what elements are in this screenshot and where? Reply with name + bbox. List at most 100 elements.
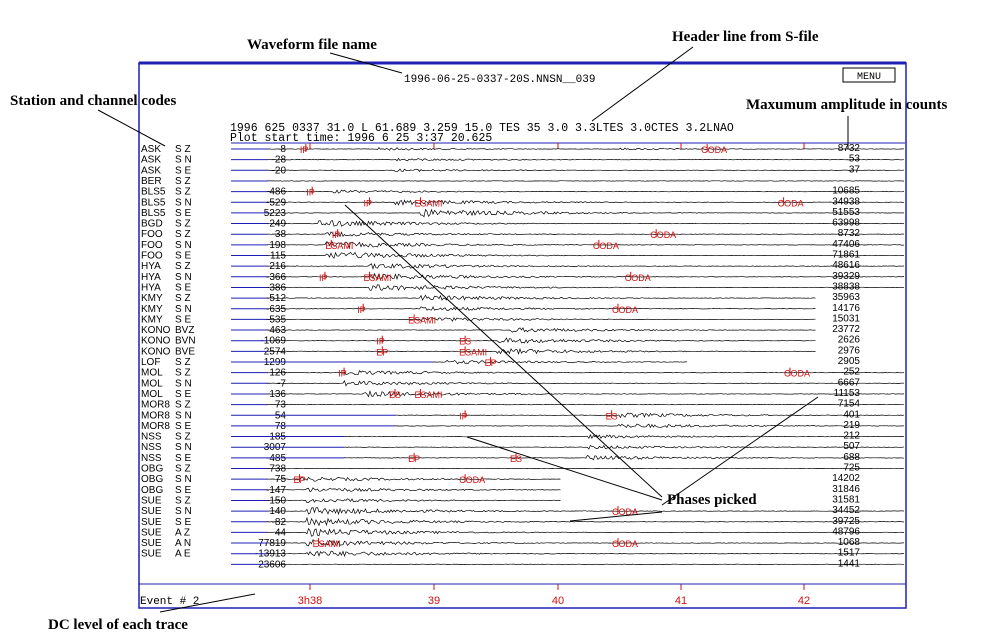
max-amplitude: 14176: [832, 303, 860, 314]
channel-code: S E: [175, 453, 191, 464]
waveform: [267, 168, 905, 173]
phase-pick-label[interactable]: CODA: [701, 145, 727, 155]
waveform: [267, 516, 904, 527]
waveform: [267, 241, 904, 249]
dc-level: -529: [266, 197, 286, 208]
phase-pick-label[interactable]: ES: [606, 411, 618, 421]
channel-code: S N: [175, 272, 192, 283]
phase-pick-label[interactable]: IP: [338, 369, 347, 379]
station-code: ASK: [141, 165, 161, 176]
channel-code: S Z: [175, 368, 191, 379]
trace-row: SUE S E -82 39725: [141, 516, 904, 528]
trace-row: FOO S N 198 47406 ESAMI CODA: [141, 239, 904, 251]
phase-pick-label[interactable]: EP: [376, 347, 388, 357]
dc-level: -486: [266, 187, 286, 198]
station-code: NSS: [141, 442, 162, 453]
trace-row: MOL S N -7 6667: [141, 377, 905, 389]
dc-level: -82: [272, 517, 287, 528]
phase-pick-label[interactable]: IP: [376, 337, 385, 347]
phase-pick-label[interactable]: IP: [364, 198, 373, 208]
waveform: [267, 220, 905, 227]
phase-pick-label[interactable]: CODA: [593, 241, 619, 251]
trace-row: MOL S E 136 11153 ES ESAMI: [141, 388, 905, 400]
channel-code: S Z: [175, 464, 191, 475]
phase-pick-label[interactable]: CODA: [784, 369, 810, 379]
phase-pick-label[interactable]: ES: [510, 454, 522, 464]
phase-pick-label[interactable]: IP: [306, 188, 315, 198]
channel-code: S N: [175, 474, 192, 485]
phase-pick-label[interactable]: CODA: [612, 507, 638, 517]
phase-pick-label[interactable]: EP: [293, 475, 305, 485]
channel-code: S Z: [175, 293, 191, 304]
channel-code: S N: [175, 442, 192, 453]
max-amplitude: 10685: [832, 186, 860, 197]
waveform: [267, 389, 905, 398]
max-amplitude-annotation: Maxumum amplitude in counts: [746, 97, 948, 113]
waveform: [267, 370, 905, 376]
channel-code: S Z: [175, 400, 191, 411]
station-code: SUE: [141, 495, 162, 506]
max-amplitude: 11153: [834, 388, 861, 399]
waveform: [267, 251, 905, 259]
time-tick-label: 40: [552, 595, 564, 607]
trace-row: MOR8 S E 78 219: [141, 420, 904, 432]
phase-pick-label[interactable]: ESAMI: [325, 241, 353, 251]
dc-level: -366: [266, 272, 286, 283]
max-amplitude: 15031: [832, 313, 860, 324]
header-line-annotation: Header line from S-file: [672, 29, 819, 45]
phase-pick-label[interactable]: ESAMI: [459, 347, 487, 357]
max-amplitude: 48616: [832, 260, 860, 271]
channel-code: S N: [175, 304, 192, 315]
station-code: MOL: [141, 389, 163, 400]
station-code: MOR8: [141, 410, 170, 421]
waveform: [267, 337, 816, 344]
station-code: BER: [141, 176, 162, 187]
phase-pick-label[interactable]: CODA: [459, 475, 485, 485]
waveform: [267, 498, 561, 503]
dc-level: 44: [275, 527, 287, 538]
channel-code: S N: [175, 506, 192, 517]
trace-row: FOO S E 115 71861: [141, 250, 905, 262]
phase-pick-label[interactable]: IP: [319, 273, 328, 283]
trace-row: MOR8 S Z 73 7154: [141, 399, 904, 411]
waveform: [267, 199, 905, 206]
trace-row: BGD S Z -249 63998: [141, 218, 905, 230]
phase-pick-label[interactable]: IP: [300, 145, 309, 155]
trace-row: BLS5 S E 5223 51553: [141, 207, 905, 219]
phase-pick-label[interactable]: IP: [357, 305, 366, 315]
bottom-time-ticks: 3h38 39 40 41 42: [298, 584, 810, 607]
menu-button[interactable]: MENU: [842, 67, 896, 83]
waveform: [344, 444, 904, 450]
station-code: FOO: [141, 240, 163, 251]
phase-pick-label[interactable]: ESAMI: [415, 198, 443, 208]
phase-pick-label[interactable]: ESAMI: [364, 273, 392, 283]
phase-pick-label[interactable]: IP: [459, 411, 468, 421]
phase-pick-label[interactable]: EP: [485, 358, 497, 368]
phase-pick-label[interactable]: ES: [459, 337, 471, 347]
waveform: [267, 539, 905, 547]
station-code: NSS: [141, 432, 162, 443]
phase-pick-label[interactable]: ES: [389, 390, 401, 400]
phase-pick-label[interactable]: CODA: [612, 305, 638, 315]
channel-code: S Z: [175, 495, 191, 506]
phase-pick-label[interactable]: ESAMI: [313, 539, 341, 549]
phase-pick-label[interactable]: CODA: [650, 230, 676, 240]
phase-pick-label[interactable]: EP: [408, 454, 420, 464]
waveform: [267, 316, 816, 322]
phase-pick-label[interactable]: CODA: [625, 273, 651, 283]
trace-row: SUE A E -13913 1517: [141, 548, 905, 560]
phase-pick-label[interactable]: CODA: [778, 198, 804, 208]
menu-button-label[interactable]: MENU: [857, 72, 881, 83]
trace-row: KONO BVZ -463 23772: [141, 324, 860, 336]
phase-pick-label[interactable]: CODA: [612, 539, 638, 549]
channel-code: A N: [175, 538, 191, 549]
station-code: ASK: [141, 144, 161, 155]
phase-pick-label[interactable]: ESAMI: [415, 390, 443, 400]
phase-pick-label[interactable]: IP: [332, 230, 341, 240]
trace-row: KONO BVN -1069 2626 IP ES: [141, 335, 860, 347]
max-amplitude: 63998: [832, 218, 860, 229]
phase-pick-label[interactable]: ESAMI: [408, 315, 436, 325]
channel-code: A Z: [175, 527, 190, 538]
